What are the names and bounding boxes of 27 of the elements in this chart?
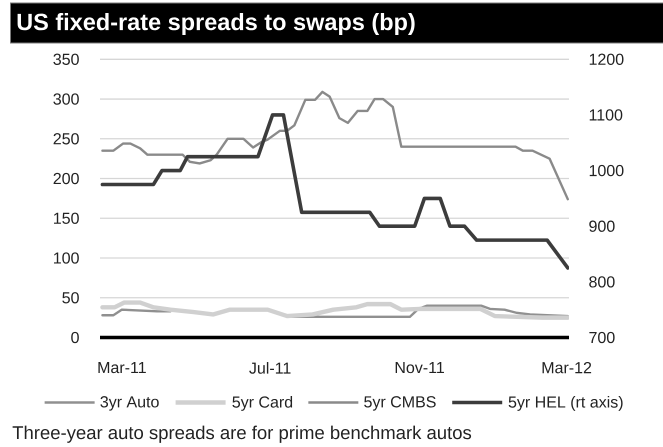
legend-label: 5yr CMBS — [364, 396, 436, 411]
chart-title: US fixed-rate spreads to swaps (bp) — [18, 13, 415, 35]
y-tick-label: 50 — [62, 292, 79, 304]
y2-tick-label: 900 — [589, 220, 615, 232]
y2-tick-label: 700 — [589, 332, 615, 344]
y-tick-label: 250 — [54, 133, 79, 144]
line-series — [100, 113, 570, 270]
y-tick-label: 350 — [53, 54, 79, 65]
y2-tick-label: 1100 — [590, 109, 622, 121]
x-tick-label: Mar-12 — [542, 362, 592, 374]
x-tick-label: Mar-11 — [98, 362, 146, 374]
line-series — [100, 300, 570, 320]
y-tick-label: 0 — [71, 332, 79, 344]
legend-label: 5yr HEL (rt axis) — [508, 396, 623, 411]
legend-label: 5yr Card — [232, 396, 292, 411]
y-tick-label: 300 — [53, 93, 79, 105]
x-tick-label: Nov-11 — [396, 362, 444, 374]
y2-tick-label: 800 — [589, 276, 615, 288]
legend-label: 3yr Auto — [100, 396, 159, 411]
y-tick-label: 100 — [54, 252, 79, 264]
x-tick-label: Jul-11 — [249, 362, 291, 374]
y2-tick-label: 1000 — [590, 164, 624, 176]
y-tick-label: 150 — [54, 212, 79, 224]
line-series — [101, 90, 569, 200]
text: Three-year auto spreads are for prime benchmark autos — [12, 426, 472, 443]
y-tick-label: 200 — [54, 172, 79, 184]
y2-tick-label: 1200 — [590, 54, 624, 65]
